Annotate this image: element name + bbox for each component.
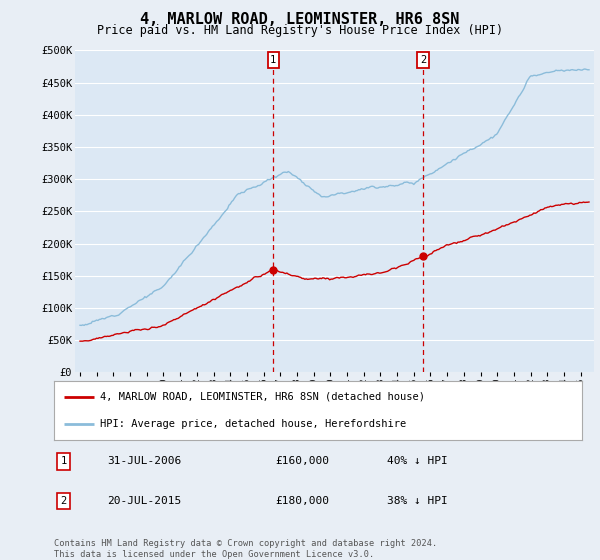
Text: 38% ↓ HPI: 38% ↓ HPI	[386, 496, 448, 506]
Text: £160,000: £160,000	[276, 456, 330, 466]
Text: 2: 2	[61, 496, 67, 506]
Text: 31-JUL-2006: 31-JUL-2006	[107, 456, 181, 466]
Text: 1: 1	[61, 456, 67, 466]
Text: Price paid vs. HM Land Registry's House Price Index (HPI): Price paid vs. HM Land Registry's House …	[97, 24, 503, 37]
Text: HPI: Average price, detached house, Herefordshire: HPI: Average price, detached house, Here…	[100, 419, 407, 429]
Text: 4, MARLOW ROAD, LEOMINSTER, HR6 8SN (detached house): 4, MARLOW ROAD, LEOMINSTER, HR6 8SN (det…	[100, 391, 425, 402]
Text: 40% ↓ HPI: 40% ↓ HPI	[386, 456, 448, 466]
Text: £180,000: £180,000	[276, 496, 330, 506]
Text: 2: 2	[420, 55, 426, 65]
Text: 20-JUL-2015: 20-JUL-2015	[107, 496, 181, 506]
Text: Contains HM Land Registry data © Crown copyright and database right 2024.
This d: Contains HM Land Registry data © Crown c…	[54, 539, 437, 559]
Text: 1: 1	[270, 55, 277, 65]
Text: 4, MARLOW ROAD, LEOMINSTER, HR6 8SN: 4, MARLOW ROAD, LEOMINSTER, HR6 8SN	[140, 12, 460, 27]
